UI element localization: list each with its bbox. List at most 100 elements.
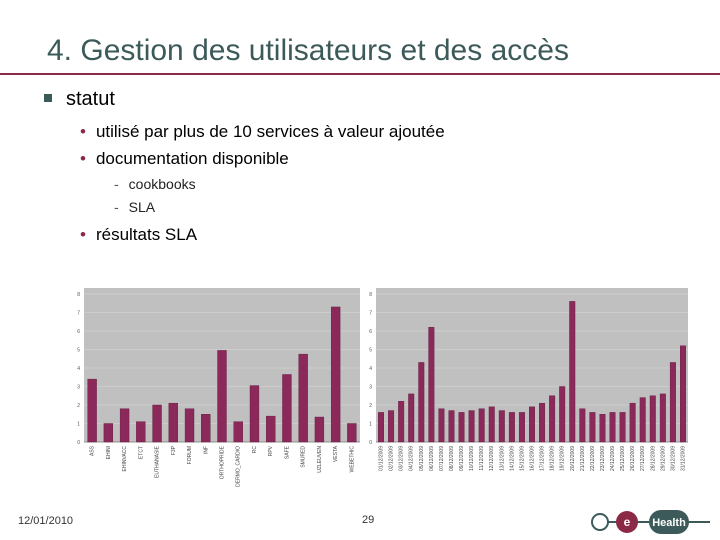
y-tick-label: 6 [369,329,372,335]
x-tick-label: 12/12/2009 [489,446,495,471]
bar [619,412,626,443]
y-tick-label: 7 [369,311,372,317]
x-tick-label: WEBETHIC [349,446,355,473]
x-tick-label: ORTHOPRIDE [220,445,226,479]
y-tick-label: 8 [77,292,80,298]
bullet-statut: statut [44,88,115,111]
bar [201,414,211,443]
x-tick-label: DERMO_CARDIO [236,446,242,487]
x-tick-label: 11/12/2009 [479,446,485,471]
x-tick-label: 18/12/2009 [550,446,556,471]
x-tick-label: UZLEUVEN [317,446,323,473]
x-tick-label: SAFE [284,445,290,459]
x-tick-label: RC [252,446,258,454]
y-tick-label: 5 [77,348,80,354]
x-tick-label: 08/12/2009 [449,446,455,471]
x-tick-label: EHINI [106,446,112,459]
bar [529,406,535,443]
x-tick-label: ETCT [138,446,144,459]
x-tick-label: RPV [268,445,274,456]
x-tick-label: 06/12/2009 [429,446,435,471]
x-tick-label: 10/12/2009 [469,446,475,471]
x-tick-label: EHINVACC [122,446,128,472]
bar [388,410,395,443]
x-tick-label: ASS [90,445,96,456]
bar [103,423,114,443]
x-tick-label: 15/12/2009 [519,446,525,471]
bar [152,404,162,443]
sub-bullet-services-text: utilisé par plus de 10 services à valeur… [95,122,445,141]
x-tick-label: 27/12/2009 [640,446,646,471]
bar [559,386,566,443]
sla-chart-services: 0 1 2 3 4 5 6 7 8 ASS EHINI EHINVACC ETCT EUTHANASIE F… [77,288,360,487]
bar [438,408,445,443]
x-tick-label: 20/12/2009 [570,446,576,471]
y-tick-label: 8 [369,292,372,298]
bar [629,402,636,443]
x-tick-label: 21/12/2009 [580,446,586,471]
sub-bullet-documentation: • documentation disponible [80,149,289,169]
logo-text: Health [652,517,686,529]
x-tick-label: 31/12/2009 [680,446,686,471]
sub-bullet-services: • utilisé par plus de 10 services à valeu… [80,122,445,142]
x-tick-label: 28/12/2009 [650,446,656,471]
x-tick-label: 23/12/2009 [600,446,606,471]
sub-bullet-sla-results-text: résultats SLA [95,225,198,244]
x-tick-label: 07/12/2009 [439,446,445,471]
bar [282,374,292,443]
x-tick-label: 14/12/2009 [509,446,515,471]
bar [378,412,384,443]
bar [659,393,666,443]
square-bullet-icon [44,94,52,102]
sub-bullet-sla-results: • résultats SLA [80,225,197,245]
bar [217,350,227,443]
dash-bullet-icon: - [114,176,119,192]
bar [488,406,495,443]
x-tick-label: 30/12/2009 [670,446,676,471]
y-tick-label: 0 [369,440,372,446]
bar [428,327,435,443]
bar [233,421,243,443]
y-tick-label: 0 [77,440,80,446]
x-tick-label: 13/12/2009 [499,446,505,471]
bar [599,414,606,443]
y-tick-label: 7 [77,311,80,317]
bar [639,397,646,443]
dot-bullet-icon: • [80,122,86,141]
x-tick-label: 19/12/2009 [560,446,566,471]
doc-item-cookbooks: - cookbooks [114,176,196,192]
x-tick-label: 16/12/2009 [530,446,536,471]
bar [448,410,455,443]
x-tick-label: SMURED [301,446,307,468]
y-tick-label: 3 [77,385,80,391]
y-tick-label: 3 [369,385,372,391]
doc-item-cookbooks-text: cookbooks [128,176,196,192]
doc-item-sla: - SLA [114,199,155,215]
bar [609,412,616,443]
dot-bullet-icon: • [80,225,86,244]
bar [249,385,260,443]
bar [539,402,546,443]
x-tick-label: 03/12/2009 [399,446,405,471]
slide-title: 4. Gestion des utilisateurs et des accès [47,34,569,67]
y-tick-label: 6 [77,329,80,335]
x-tick-label: 22/12/2009 [590,446,596,471]
x-tick-label: 29/12/2009 [660,446,666,471]
bar [589,412,596,443]
bar [649,395,656,443]
bar [569,301,576,443]
doc-item-sla-text: SLA [128,199,156,215]
x-tick-label: F3P [171,445,177,455]
y-tick-label: 5 [369,348,372,354]
x-tick-label: VESTA [333,445,339,462]
x-tick-label: INF [203,446,209,454]
x-tick-label: 17/12/2009 [540,446,546,471]
bar [168,402,178,443]
bar [579,408,586,443]
x-tick-label: 05/12/2009 [419,446,425,471]
y-tick-label: 4 [77,366,80,372]
x-tick-label: 26/12/2009 [630,446,636,471]
x-tick-label: 25/12/2009 [620,446,626,471]
title-divider [0,73,720,75]
y-tick-label: 2 [369,403,372,409]
